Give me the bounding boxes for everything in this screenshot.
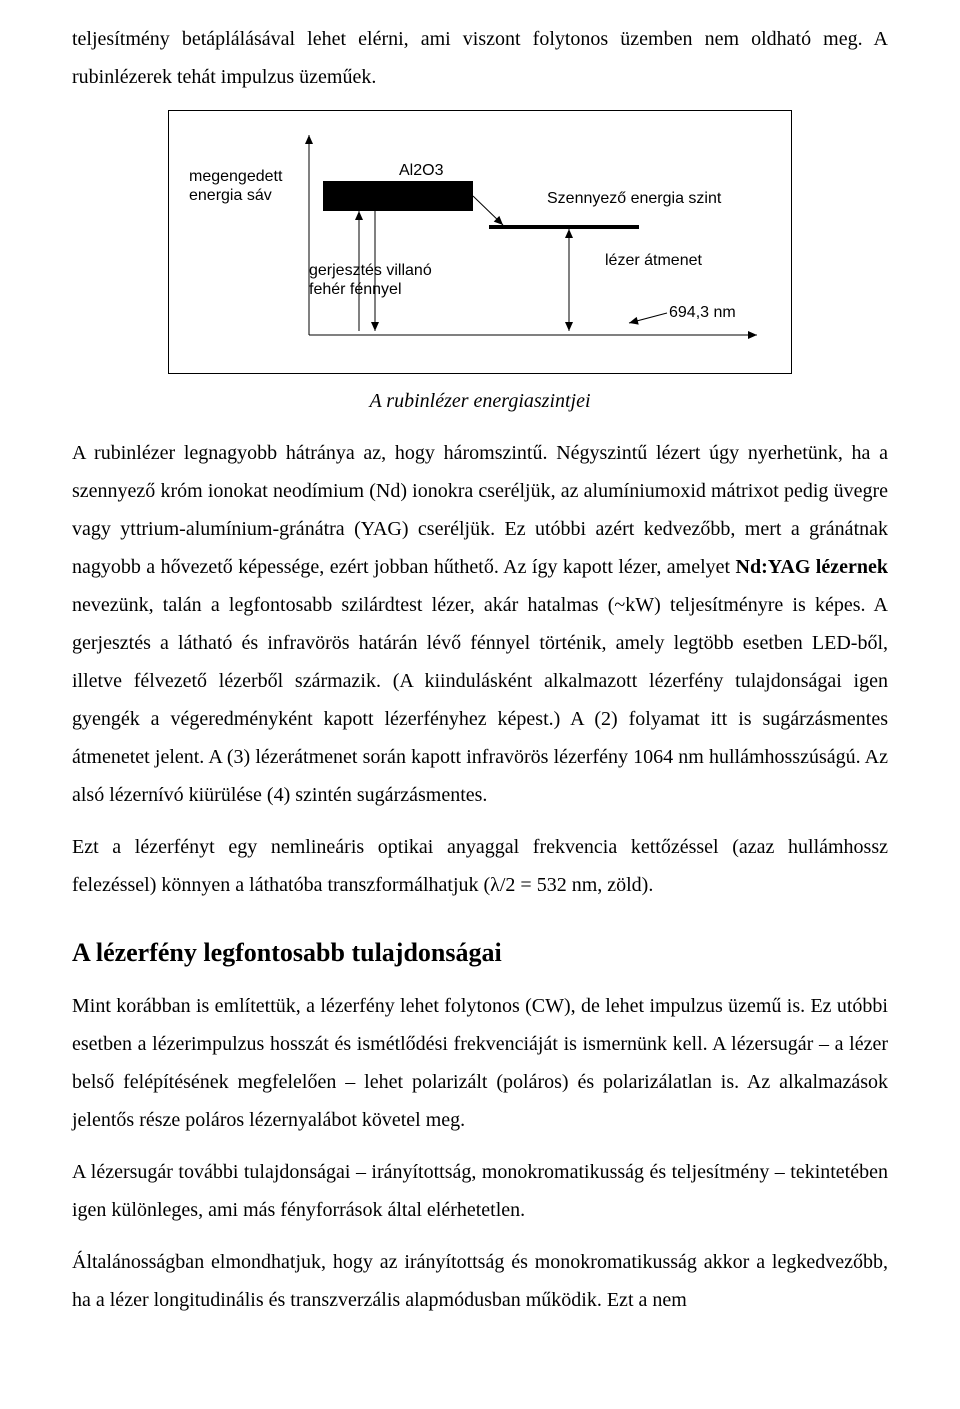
props-paragraph-1: Mint korábban is említettük, a lézerfény… (72, 987, 888, 1139)
energy-level-figure: megengedett energia sáv Al2O3 Szennyező … (168, 110, 792, 374)
main-paragraph-post: nevezünk, talán a legfontosabb szilárdte… (72, 594, 888, 806)
main-paragraph: A rubinlézer legnagyobb hátránya az, hog… (72, 434, 888, 814)
intro-paragraph: teljesítmény betáplálásával lehet elérni… (72, 20, 888, 96)
label-al2o3: Al2O3 (399, 161, 443, 180)
label-wavelength: 694,3 nm (669, 303, 736, 322)
label-szennyezo: Szennyező energia szint (547, 189, 721, 208)
figure-caption: A rubinlézer energiaszintjei (72, 382, 888, 420)
label-gerjesztes: gerjesztés villanó fehér fénnyel (309, 261, 432, 299)
figure-svg (169, 111, 793, 375)
ndyag-bold: Nd:YAG lézernek (736, 556, 888, 578)
label-lezer-atmenet: lézer átmenet (605, 251, 702, 270)
props-paragraph-3: Általánosságban elmondhatjuk, hogy az ir… (72, 1243, 888, 1319)
section-heading: A lézerfény legfontosabb tulajdonságai (72, 928, 888, 977)
figure-wrap: megengedett energia sáv Al2O3 Szennyező … (168, 110, 792, 374)
freq-paragraph: Ezt a lézerfényt egy nemlineáris optikai… (72, 828, 888, 904)
label-megengedett: megengedett energia sáv (189, 167, 282, 205)
props-paragraph-2: A lézersugár további tulajdonságai – irá… (72, 1153, 888, 1229)
